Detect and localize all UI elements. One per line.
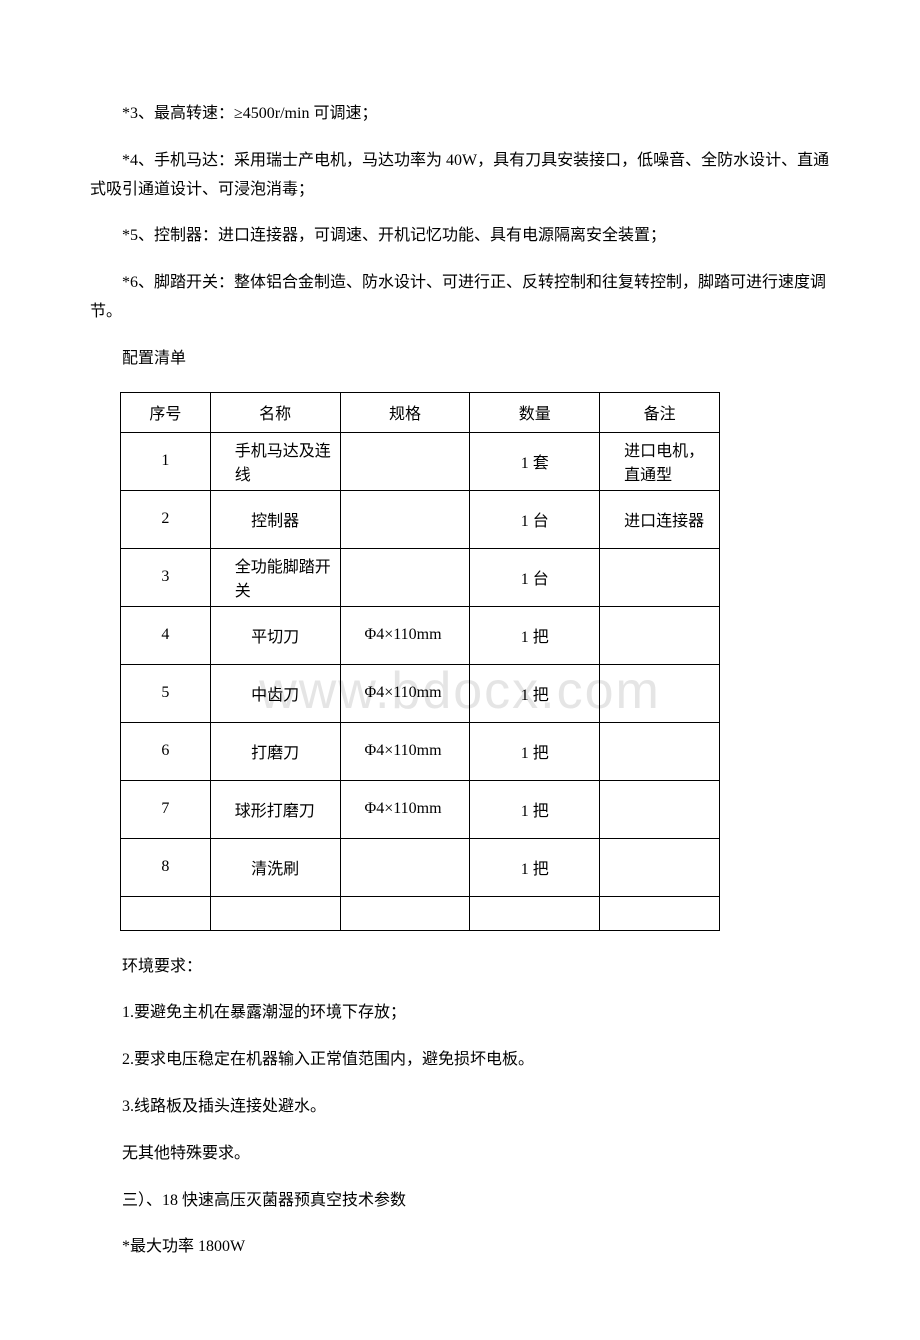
cell-remark xyxy=(600,606,720,664)
cell-no: 6 xyxy=(121,722,211,780)
cell-name: 手机马达及连线 xyxy=(210,432,340,490)
table-row: 3 全功能脚踏开关 1 台 xyxy=(121,548,720,606)
cell-spec: Φ4×110mm xyxy=(340,722,470,780)
cell-remark xyxy=(600,664,720,722)
table-row xyxy=(121,896,720,930)
table-row: 6 打磨刀 Φ4×110mm 1 把 xyxy=(121,722,720,780)
cell-spec: Φ4×110mm xyxy=(340,780,470,838)
cell-no: 2 xyxy=(121,490,211,548)
header-no: 序号 xyxy=(121,392,211,432)
cell-spec xyxy=(340,432,470,490)
cell-qty: 1 把 xyxy=(470,838,600,896)
env-req-1: 1.要避免主机在暴露潮湿的环境下存放； xyxy=(90,999,830,1028)
env-req-3: 3.线路板及插头连接处避水。 xyxy=(90,1093,830,1122)
cell-qty: 1 套 xyxy=(470,432,600,490)
header-spec: 规格 xyxy=(340,392,470,432)
section-3-title: 三）、18 快速高压灭菌器预真空技术参数 xyxy=(90,1187,830,1216)
cell-qty: 1 把 xyxy=(470,780,600,838)
cell-qty: 1 台 xyxy=(470,548,600,606)
table-row: 5 中齿刀 Φ4×110mm 1 把 xyxy=(121,664,720,722)
cell-spec xyxy=(340,548,470,606)
spec-item-4: *4、手机马达：采用瑞士产电机，马达功率为 40W，具有刀具安装接口，低噪音、全… xyxy=(90,147,830,205)
cell-qty: 1 把 xyxy=(470,606,600,664)
cell-name xyxy=(210,896,340,930)
table-row: 1 手机马达及连线 1 套 进口电机，直通型 xyxy=(121,432,720,490)
table-header-row: 序号 名称 规格 数量 备注 xyxy=(121,392,720,432)
table-row: 2 控制器 1 台 进口连接器 xyxy=(121,490,720,548)
cell-name: 清洗刷 xyxy=(210,838,340,896)
spec-item-5: *5、控制器：进口连接器，可调速、开机记忆功能、具有电源隔离安全装置； xyxy=(90,222,830,251)
max-power: *最大功率 1800W xyxy=(90,1233,830,1262)
cell-name: 控制器 xyxy=(210,490,340,548)
cell-qty: 1 把 xyxy=(470,664,600,722)
cell-remark xyxy=(600,722,720,780)
env-req-2: 2.要求电压稳定在机器输入正常值范围内，避免损坏电板。 xyxy=(90,1046,830,1075)
cell-name: 中齿刀 xyxy=(210,664,340,722)
table-row: 8 清洗刷 1 把 xyxy=(121,838,720,896)
env-title: 环境要求： xyxy=(90,953,830,982)
table-row: 7 球形打磨刀 Φ4×110mm 1 把 xyxy=(121,780,720,838)
cell-no xyxy=(121,896,211,930)
cell-remark xyxy=(600,896,720,930)
header-name: 名称 xyxy=(210,392,340,432)
cell-no: 1 xyxy=(121,432,211,490)
header-remark: 备注 xyxy=(600,392,720,432)
cell-remark: 进口电机，直通型 xyxy=(600,432,720,490)
cell-no: 7 xyxy=(121,780,211,838)
cell-no: 5 xyxy=(121,664,211,722)
cell-spec xyxy=(340,896,470,930)
cell-qty: 1 台 xyxy=(470,490,600,548)
cell-name: 打磨刀 xyxy=(210,722,340,780)
cell-spec xyxy=(340,490,470,548)
config-table: 序号 名称 规格 数量 备注 1 手机马达及连线 1 套 进口电机，直通型 2 … xyxy=(120,392,720,931)
cell-spec: Φ4×110mm xyxy=(340,664,470,722)
cell-no: 4 xyxy=(121,606,211,664)
cell-spec xyxy=(340,838,470,896)
env-none: 无其他特殊要求。 xyxy=(90,1140,830,1169)
cell-remark xyxy=(600,838,720,896)
table-row: 4 平切刀 Φ4×110mm 1 把 xyxy=(121,606,720,664)
header-qty: 数量 xyxy=(470,392,600,432)
cell-qty xyxy=(470,896,600,930)
cell-qty: 1 把 xyxy=(470,722,600,780)
cell-name: 全功能脚踏开关 xyxy=(210,548,340,606)
table-title: 配置清单 xyxy=(90,345,830,374)
cell-name: 球形打磨刀 xyxy=(210,780,340,838)
spec-item-3: *3、最高转速：≥4500r/min 可调速； xyxy=(90,100,830,129)
cell-name: 平切刀 xyxy=(210,606,340,664)
spec-item-6: *6、脚踏开关：整体铝合金制造、防水设计、可进行正、反转控制和往复转控制，脚踏可… xyxy=(90,269,830,327)
cell-no: 3 xyxy=(121,548,211,606)
cell-remark: 进口连接器 xyxy=(600,490,720,548)
cell-remark xyxy=(600,780,720,838)
cell-no: 8 xyxy=(121,838,211,896)
cell-remark xyxy=(600,548,720,606)
cell-spec: Φ4×110mm xyxy=(340,606,470,664)
